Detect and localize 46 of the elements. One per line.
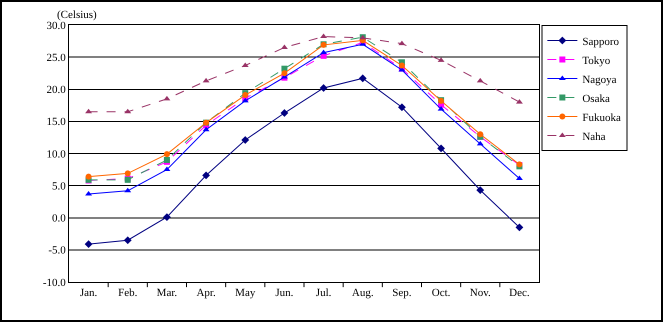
point: [280, 109, 288, 117]
point: [202, 171, 210, 180]
x-tick-label: Nov.: [470, 287, 491, 300]
legend-label: Osaka: [582, 92, 610, 105]
x-tick-label: May: [235, 287, 256, 300]
point: [241, 136, 250, 144]
x-tick-label: Mar.: [156, 287, 178, 300]
point: [437, 144, 445, 152]
point: [477, 131, 484, 138]
y-tick-label: 10.0: [46, 148, 66, 160]
legend-label: Sapporo: [582, 36, 620, 48]
y-tick-label: -10.0: [42, 276, 66, 289]
x-tick-label: Sep.: [392, 287, 412, 300]
x-tick-label: Aug.: [352, 287, 374, 300]
y-tick-label: 30.0: [46, 20, 66, 32]
x-tick-label: Jul.: [316, 287, 332, 300]
x-tick-label: Apr.: [196, 287, 216, 300]
point: [164, 151, 170, 158]
x-tick-label: Jan.: [80, 287, 98, 300]
point: [163, 213, 171, 222]
point: [84, 240, 92, 248]
y-tick-label: -5.0: [48, 244, 66, 257]
x-tick-label: Feb.: [118, 287, 138, 300]
point: [86, 174, 92, 180]
y-tick-label: 20.0: [46, 84, 66, 96]
legend-label: Nagoya: [582, 74, 617, 86]
x-tick-label: Oct.: [432, 287, 451, 300]
point: [124, 236, 132, 244]
legend-label: Tokyo: [582, 54, 611, 67]
y-tick-label: 25.0: [46, 52, 66, 64]
point: [358, 74, 367, 82]
y-axis-title: (Celsius): [57, 9, 98, 21]
legend-label: Fukuoka: [582, 112, 621, 124]
y-tick-label: 5.0: [52, 180, 66, 192]
point: [398, 103, 406, 112]
point: [320, 84, 328, 92]
x-tick-label: Dec.: [509, 287, 530, 300]
point: [398, 62, 405, 68]
y-tick-label: 15.0: [46, 116, 66, 128]
point: [516, 223, 524, 232]
point: [476, 186, 484, 194]
point: [124, 170, 131, 176]
y-tick-label: 0.0: [52, 212, 66, 225]
legend-label: Naha: [582, 130, 606, 143]
point: [281, 70, 288, 76]
x-tick-label: Jun.: [275, 287, 294, 300]
